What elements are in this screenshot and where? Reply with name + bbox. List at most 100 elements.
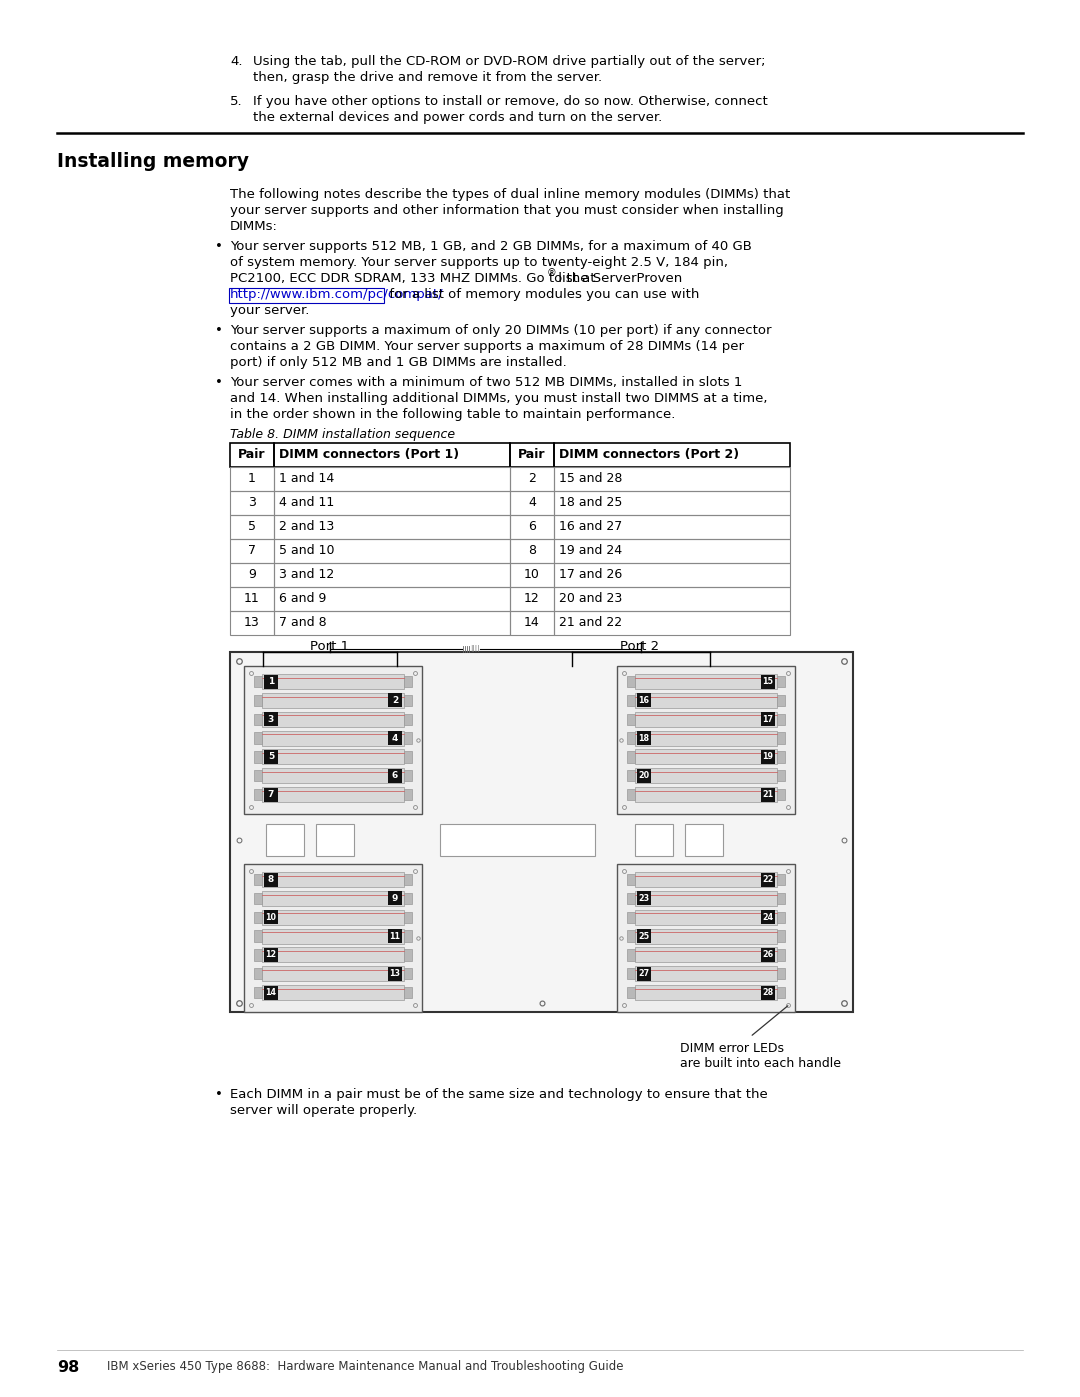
- Bar: [404, 714, 411, 725]
- Bar: [388, 693, 402, 707]
- Bar: [244, 666, 422, 814]
- Bar: [554, 467, 789, 490]
- Text: Your server supports 512 MB, 1 GB, and 2 GB DIMMs, for a maximum of 40 GB: Your server supports 512 MB, 1 GB, and 2…: [230, 240, 752, 253]
- Bar: [635, 787, 777, 802]
- Bar: [761, 949, 775, 963]
- Text: 6: 6: [392, 771, 399, 781]
- Bar: [262, 947, 404, 963]
- Bar: [761, 788, 775, 802]
- Bar: [388, 891, 402, 905]
- Bar: [777, 732, 785, 743]
- Text: 7: 7: [268, 791, 274, 799]
- Bar: [274, 563, 510, 587]
- Bar: [254, 988, 262, 999]
- Bar: [262, 693, 404, 708]
- Bar: [262, 891, 404, 905]
- Text: 9: 9: [392, 894, 399, 902]
- Bar: [262, 731, 404, 746]
- Text: 2 and 13: 2 and 13: [279, 520, 334, 534]
- Bar: [262, 749, 404, 764]
- Bar: [230, 490, 274, 515]
- Bar: [627, 714, 635, 725]
- Bar: [635, 693, 777, 708]
- Text: 7: 7: [248, 543, 256, 557]
- Text: 11: 11: [244, 592, 260, 605]
- Bar: [627, 676, 635, 687]
- Text: •: •: [215, 376, 222, 388]
- Text: then, grasp the drive and remove it from the server.: then, grasp the drive and remove it from…: [253, 71, 603, 84]
- Bar: [404, 988, 411, 999]
- Text: 2: 2: [392, 696, 399, 705]
- Text: your server.: your server.: [230, 305, 309, 317]
- Bar: [404, 893, 411, 904]
- Bar: [510, 563, 554, 587]
- Text: 27: 27: [638, 970, 649, 978]
- Bar: [617, 666, 795, 814]
- Bar: [254, 875, 262, 886]
- Text: http://www.ibm.com/pc/compat/: http://www.ibm.com/pc/compat/: [230, 288, 444, 300]
- Bar: [635, 731, 777, 746]
- Bar: [230, 563, 274, 587]
- Text: DIMM connectors (Port 2): DIMM connectors (Port 2): [559, 448, 739, 461]
- Bar: [627, 968, 635, 979]
- Bar: [274, 539, 510, 563]
- Text: 14: 14: [524, 616, 540, 629]
- Bar: [637, 967, 651, 981]
- Bar: [262, 929, 404, 943]
- Bar: [254, 676, 262, 687]
- Text: 1: 1: [248, 472, 256, 485]
- Text: Your server supports a maximum of only 20 DIMMs (10 per port) if any connector: Your server supports a maximum of only 2…: [230, 324, 771, 337]
- Bar: [627, 930, 635, 942]
- Bar: [777, 930, 785, 942]
- Text: port) if only 512 MB and 1 GB DIMMs are installed.: port) if only 512 MB and 1 GB DIMMs are …: [230, 356, 567, 369]
- Text: PC2100, ECC DDR SDRAM, 133 MHZ DIMMs. Go to the ServerProven: PC2100, ECC DDR SDRAM, 133 MHZ DIMMs. Go…: [230, 272, 683, 285]
- Text: 7 and 8: 7 and 8: [279, 616, 326, 629]
- Bar: [264, 788, 278, 802]
- Text: Each DIMM in a pair must be of the same size and technology to ensure that the: Each DIMM in a pair must be of the same …: [230, 1088, 768, 1101]
- Text: 17 and 26: 17 and 26: [559, 569, 622, 581]
- Text: 15: 15: [762, 678, 773, 686]
- Bar: [635, 891, 777, 905]
- Bar: [554, 563, 789, 587]
- Bar: [627, 893, 635, 904]
- Bar: [637, 929, 651, 943]
- Text: The following notes describe the types of dual inline memory modules (DIMMs) tha: The following notes describe the types o…: [230, 189, 791, 201]
- Bar: [274, 587, 510, 610]
- Bar: [510, 490, 554, 515]
- Bar: [627, 770, 635, 781]
- Bar: [554, 539, 789, 563]
- Text: 98: 98: [57, 1361, 79, 1375]
- Text: contains a 2 GB DIMM. Your server supports a maximum of 28 DIMMs (14 per: contains a 2 GB DIMM. Your server suppor…: [230, 339, 744, 353]
- Bar: [404, 694, 411, 705]
- Bar: [388, 768, 402, 782]
- Text: 3: 3: [268, 715, 274, 724]
- Text: 8: 8: [268, 875, 274, 884]
- Text: 12: 12: [524, 592, 540, 605]
- Bar: [230, 443, 274, 467]
- Bar: [554, 490, 789, 515]
- Text: 21 and 22: 21 and 22: [559, 616, 622, 629]
- Bar: [262, 985, 404, 1000]
- Text: DIMM error LEDs
are built into each handle: DIMM error LEDs are built into each hand…: [680, 1042, 841, 1070]
- Text: 5: 5: [268, 753, 274, 761]
- Bar: [404, 676, 411, 687]
- Bar: [627, 789, 635, 800]
- Text: Port 1: Port 1: [310, 640, 350, 652]
- Text: 20 and 23: 20 and 23: [559, 592, 622, 605]
- Bar: [404, 752, 411, 763]
- Text: 16: 16: [638, 696, 649, 705]
- Text: 11: 11: [390, 932, 401, 940]
- Text: 14: 14: [266, 988, 276, 997]
- Text: 17: 17: [762, 715, 773, 724]
- Bar: [230, 652, 853, 1011]
- Bar: [777, 770, 785, 781]
- Bar: [685, 824, 723, 856]
- Bar: [254, 789, 262, 800]
- Text: 5: 5: [248, 520, 256, 534]
- Text: Port 2: Port 2: [620, 640, 660, 652]
- Text: If you have other options to install or remove, do so now. Otherwise, connect: If you have other options to install or …: [253, 95, 768, 108]
- Text: 10: 10: [266, 912, 276, 922]
- Bar: [244, 863, 422, 1011]
- Bar: [404, 732, 411, 743]
- Text: for a list of memory modules you can use with: for a list of memory modules you can use…: [384, 288, 700, 300]
